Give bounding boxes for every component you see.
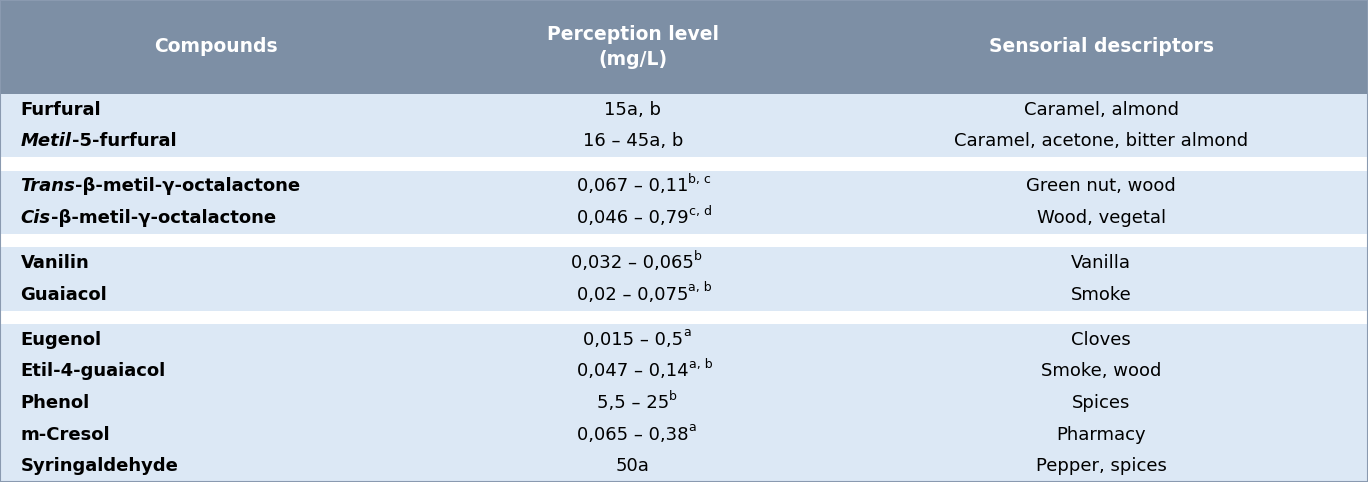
Text: Vanilin: Vanilin [21,254,89,272]
Text: a: a [683,326,691,339]
Text: Smoke, wood: Smoke, wood [1041,362,1161,380]
Text: b, c: b, c [688,173,711,186]
Bar [0,310,1368,324]
Text: Etil-4-guaiacol: Etil-4-guaiacol [21,362,166,380]
Text: Phenol: Phenol [21,394,90,412]
Text: c, d: c, d [688,205,711,217]
Bar [0,247,1368,279]
Bar [0,356,1368,387]
Text: m-Cresol: m-Cresol [21,426,111,443]
Text: Furfural: Furfural [21,101,101,119]
Bar [0,126,1368,157]
Bar [0,450,1368,482]
Text: 5,5 – 25: 5,5 – 25 [596,394,669,412]
Text: Vanilla: Vanilla [1071,254,1131,272]
Text: Compounds: Compounds [153,38,278,56]
Text: Metil: Metil [21,133,71,150]
Bar [0,94,1368,126]
Text: Green nut, wood: Green nut, wood [1026,177,1176,196]
Bar [0,202,1368,234]
Bar [0,171,1368,202]
Text: Pharmacy: Pharmacy [1056,426,1146,443]
Text: Cloves: Cloves [1071,331,1131,349]
Text: 0,046 – 0,79: 0,046 – 0,79 [577,209,688,227]
Text: 0,02 – 0,075: 0,02 – 0,075 [577,286,688,304]
Text: Eugenol: Eugenol [21,331,101,349]
Text: Trans: Trans [21,177,75,196]
Text: Cis: Cis [21,209,51,227]
Text: Wood, vegetal: Wood, vegetal [1037,209,1166,227]
Text: 15a, b: 15a, b [605,101,661,119]
Text: 0,067 – 0,11: 0,067 – 0,11 [577,177,688,196]
Bar [0,387,1368,419]
Text: Pepper, spices: Pepper, spices [1036,457,1167,475]
Text: Smoke: Smoke [1071,286,1131,304]
Text: 0,047 – 0,14: 0,047 – 0,14 [577,362,688,380]
Text: Caramel, acetone, bitter almond: Caramel, acetone, bitter almond [953,133,1249,150]
Bar [0,157,1368,171]
Text: Sensorial descriptors: Sensorial descriptors [989,38,1213,56]
Text: a, b: a, b [688,358,713,371]
Text: Perception level
(mg/L): Perception level (mg/L) [547,25,718,69]
Text: -β-metil-γ-octalactone: -β-metil-γ-octalactone [75,177,301,196]
Text: Guaiacol: Guaiacol [21,286,107,304]
Text: a, b: a, b [688,281,713,295]
Bar [0,0,1368,94]
Text: 16 – 45a, b: 16 – 45a, b [583,133,683,150]
Text: b: b [669,389,677,402]
Text: 0,015 – 0,5: 0,015 – 0,5 [583,331,683,349]
Text: a: a [688,421,696,434]
Text: Caramel, almond: Caramel, almond [1023,101,1179,119]
Text: 0,065 – 0,38: 0,065 – 0,38 [577,426,688,443]
Bar [0,234,1368,247]
Text: -5-furfural: -5-furfural [71,133,176,150]
Text: 50a: 50a [616,457,650,475]
Text: b: b [694,250,702,263]
Text: 0,032 – 0,065: 0,032 – 0,065 [572,254,694,272]
Bar [0,419,1368,450]
Bar [0,279,1368,310]
Text: Spices: Spices [1073,394,1130,412]
Bar [0,324,1368,356]
Text: Syringaldehyde: Syringaldehyde [21,457,178,475]
Text: -β-metil-γ-octalactone: -β-metil-γ-octalactone [51,209,276,227]
